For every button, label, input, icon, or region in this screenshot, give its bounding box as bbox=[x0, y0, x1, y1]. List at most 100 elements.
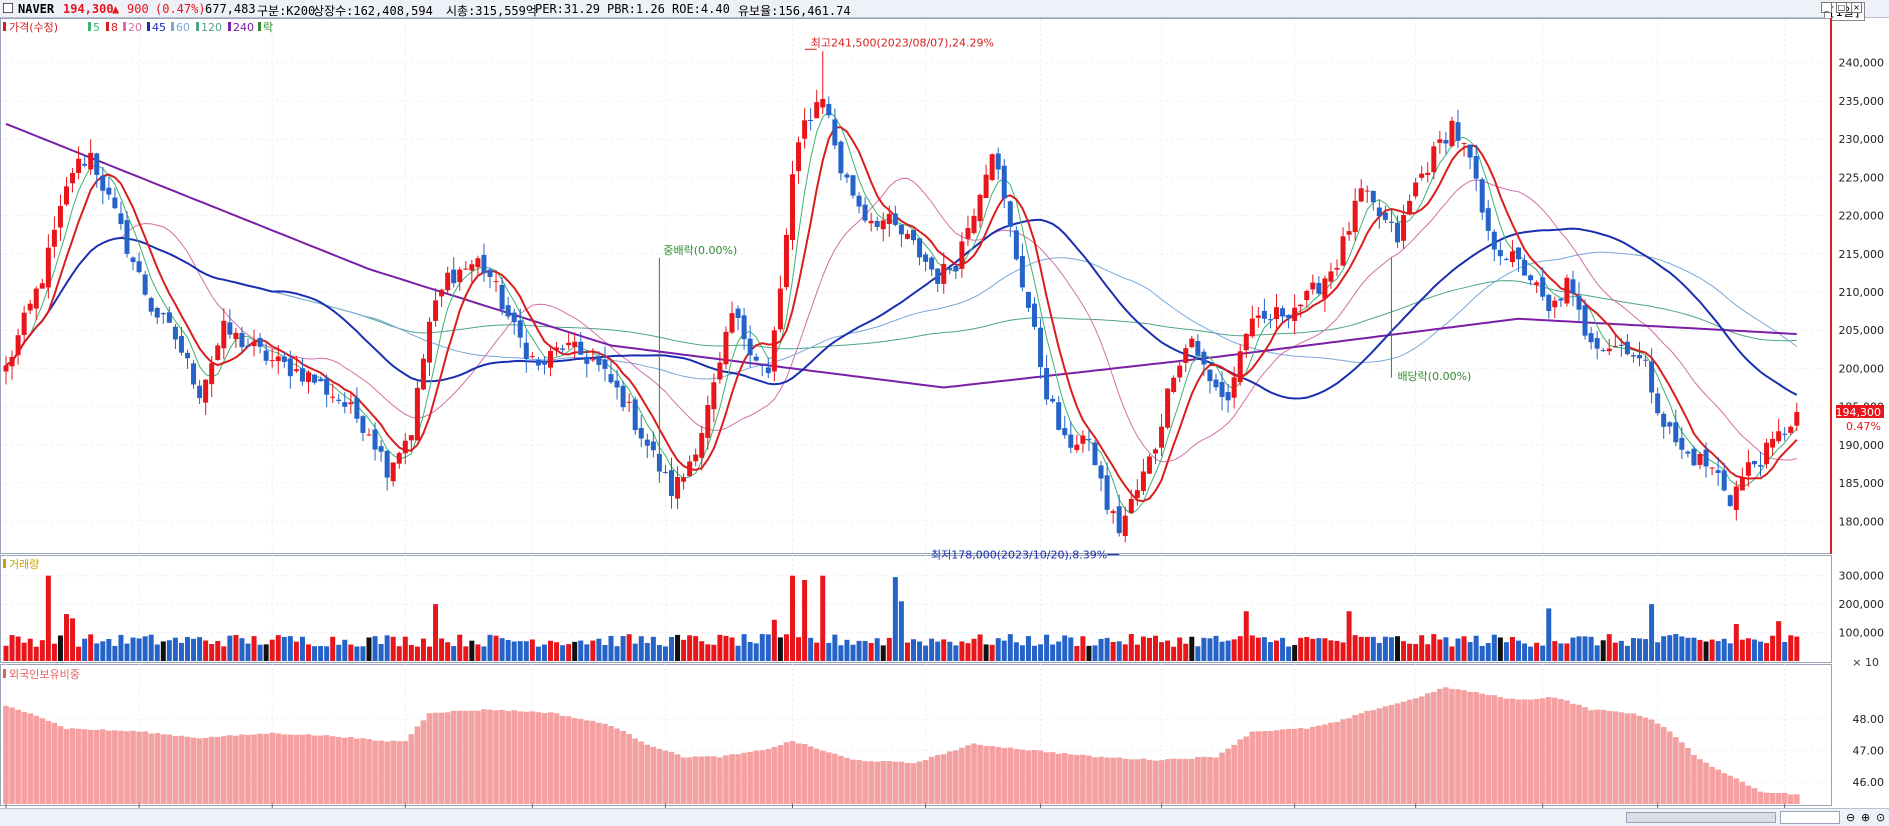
candle-body bbox=[1207, 369, 1213, 382]
foreign-bar bbox=[934, 755, 941, 804]
close-icon[interactable]: × bbox=[1851, 2, 1862, 13]
listed-shares: 상장수:162,408,594 bbox=[313, 4, 433, 18]
candle-body bbox=[747, 338, 753, 356]
high-label: 최고241,500(2023/08/07),24.29% bbox=[811, 36, 994, 49]
volume-bar bbox=[1570, 637, 1576, 661]
volume-bar bbox=[1588, 636, 1594, 661]
volume-bar bbox=[983, 644, 989, 661]
candle-body bbox=[693, 454, 699, 462]
candle-body bbox=[1195, 341, 1201, 356]
volume-bar bbox=[348, 644, 354, 661]
volume-bar bbox=[1352, 635, 1358, 661]
minimize-icon[interactable]: _ bbox=[1821, 2, 1832, 13]
candle-body bbox=[112, 197, 118, 209]
foreign-bar bbox=[1207, 757, 1213, 804]
zoom-reset-icon[interactable]: ⊙ bbox=[1876, 811, 1886, 824]
foreign-bar bbox=[1727, 775, 1734, 804]
candle-body bbox=[433, 300, 439, 321]
candle-body bbox=[154, 307, 160, 318]
candle-body bbox=[354, 397, 360, 419]
candle-body bbox=[160, 313, 166, 315]
volume-bar bbox=[699, 641, 705, 661]
volume-bar bbox=[814, 642, 820, 661]
foreign-bar bbox=[287, 734, 294, 804]
foreign-bar bbox=[202, 737, 209, 804]
foreign-bar bbox=[620, 730, 626, 804]
volume-bar bbox=[1050, 644, 1056, 661]
price-tick-label: 230,000 bbox=[1839, 133, 1885, 146]
foreign-bar bbox=[590, 720, 596, 804]
legend-ma60: 60 bbox=[176, 21, 190, 34]
candle-body bbox=[178, 336, 184, 353]
volume-bar bbox=[765, 634, 771, 661]
foreign-bar bbox=[1406, 699, 1413, 804]
foreign-bar bbox=[705, 756, 711, 804]
foreign-bar bbox=[118, 730, 124, 804]
volume-bar bbox=[790, 575, 795, 661]
foreign-bar bbox=[190, 737, 197, 804]
volume-bar bbox=[57, 635, 63, 661]
candle-body bbox=[366, 434, 372, 436]
volume-bar bbox=[420, 638, 426, 661]
candle-body bbox=[566, 342, 572, 346]
price-panel[interactable] bbox=[0, 18, 1832, 554]
candle-body bbox=[1134, 490, 1140, 498]
candle-body bbox=[1280, 308, 1286, 317]
maximize-icon[interactable]: □ bbox=[1836, 2, 1847, 13]
candle-body bbox=[1655, 393, 1661, 414]
foreign-tick-label: 46.00 bbox=[1853, 776, 1885, 789]
zoom-out-icon[interactable]: ⊖ bbox=[1846, 811, 1856, 824]
legend-ex-marker: 락 bbox=[263, 21, 273, 34]
candle-body bbox=[1032, 303, 1037, 327]
volume-bar bbox=[669, 637, 674, 661]
volume-bar bbox=[106, 638, 112, 661]
volume-bar bbox=[1528, 646, 1534, 661]
candle-body bbox=[917, 238, 923, 258]
candle-body bbox=[360, 416, 366, 433]
range-slider[interactable] bbox=[1780, 811, 1840, 824]
volume-bar bbox=[203, 640, 209, 661]
candle-body bbox=[1467, 144, 1473, 158]
volume-bar bbox=[1703, 641, 1709, 661]
volume-unit-label: × 10 bbox=[1852, 656, 1879, 669]
candle-body bbox=[1316, 282, 1322, 294]
volume-bar bbox=[1201, 637, 1207, 661]
foreign-bar bbox=[1412, 698, 1419, 804]
volume-bar bbox=[1413, 643, 1419, 661]
volume-bar bbox=[880, 645, 886, 661]
candle-body bbox=[1745, 462, 1751, 476]
volume-bar bbox=[197, 637, 203, 661]
candle-body bbox=[227, 322, 233, 335]
foreign-bar bbox=[1552, 697, 1558, 804]
candle-body bbox=[1782, 433, 1788, 435]
candle-body bbox=[324, 378, 330, 395]
volume-bar bbox=[33, 646, 39, 661]
candle-body bbox=[414, 387, 420, 441]
candle-body bbox=[1128, 498, 1134, 514]
foreign-bar bbox=[789, 741, 796, 804]
info-header: NAVER 194,300 ▲ 900 (0.47%) 677,483 구분:K… bbox=[0, 0, 1889, 21]
stock-chart[interactable]: 180,000185,000190,000195,000200,000205,0… bbox=[0, 18, 1889, 826]
foreign-bar bbox=[166, 734, 173, 804]
horizontal-scrollbar[interactable] bbox=[1626, 812, 1776, 823]
zoom-in-icon[interactable]: ⊕ bbox=[1861, 811, 1871, 824]
foreign-bar bbox=[1721, 773, 1727, 804]
volume-bar bbox=[185, 636, 190, 661]
volume-bar bbox=[971, 638, 977, 661]
volume-bar bbox=[1213, 635, 1219, 661]
legend-marker bbox=[88, 22, 91, 31]
volume-bar bbox=[1225, 640, 1231, 661]
volume-bar bbox=[1745, 638, 1751, 661]
foreign-bar bbox=[1388, 704, 1395, 804]
candle-body bbox=[281, 356, 287, 362]
select-checkbox[interactable] bbox=[3, 3, 13, 13]
candle-body bbox=[263, 350, 269, 361]
candle-body bbox=[1376, 207, 1382, 217]
foreign-bar bbox=[1709, 766, 1715, 804]
volume-bar bbox=[935, 641, 941, 661]
volume-bar bbox=[384, 635, 390, 661]
foreign-bar bbox=[1122, 758, 1129, 804]
volume-bar bbox=[39, 640, 45, 661]
volume-bar bbox=[1098, 638, 1104, 661]
volume-bar bbox=[1782, 641, 1788, 661]
